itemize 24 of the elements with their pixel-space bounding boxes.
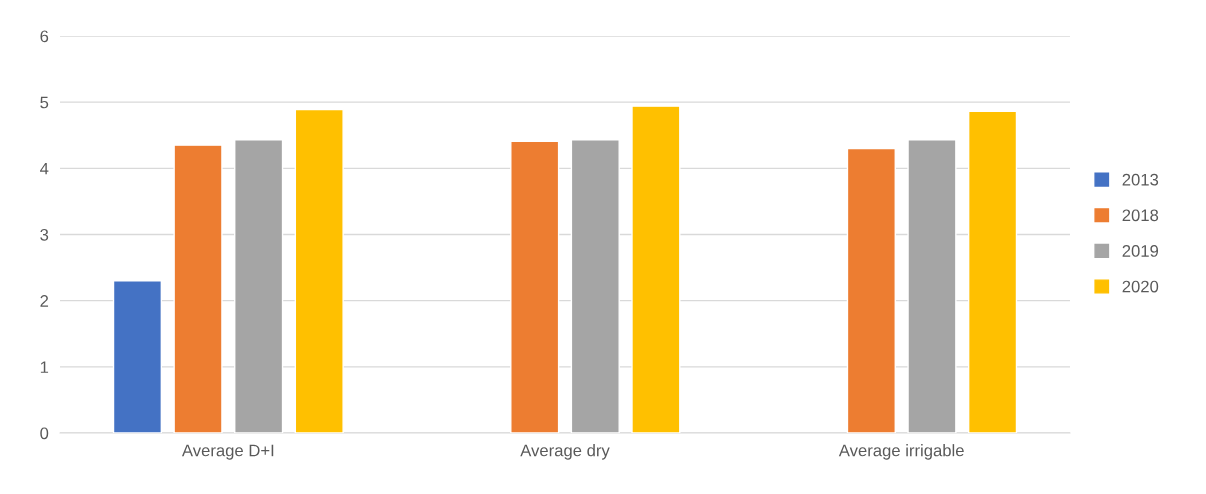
y-tick-label: 0 bbox=[40, 427, 49, 440]
y-tick-label: 6 bbox=[40, 30, 49, 43]
legend-label: 2019 bbox=[1122, 245, 1159, 257]
legend-label: 2013 bbox=[1122, 173, 1159, 186]
bar bbox=[846, 147, 896, 433]
bar bbox=[967, 110, 1018, 433]
x-tick-label: Average irrigable bbox=[838, 444, 964, 460]
legend-label: 2020 bbox=[1122, 280, 1159, 293]
bar bbox=[570, 139, 620, 433]
bar bbox=[631, 105, 681, 433]
bar bbox=[234, 139, 284, 433]
y-tick-label: 3 bbox=[40, 228, 49, 241]
y-tick-label: 2 bbox=[40, 295, 49, 307]
y-tick-label: 5 bbox=[40, 96, 49, 109]
x-tick-label: Average D+I bbox=[181, 444, 274, 460]
bar bbox=[907, 139, 957, 433]
bar bbox=[173, 144, 223, 433]
legend-label: 2018 bbox=[1122, 209, 1159, 222]
bar bbox=[510, 140, 560, 433]
y-tick-label: 1 bbox=[40, 361, 49, 373]
bar bbox=[112, 280, 163, 433]
y-tick-label: 4 bbox=[40, 162, 49, 175]
bar bbox=[294, 108, 344, 433]
x-tick-label: Average dry bbox=[520, 444, 610, 460]
